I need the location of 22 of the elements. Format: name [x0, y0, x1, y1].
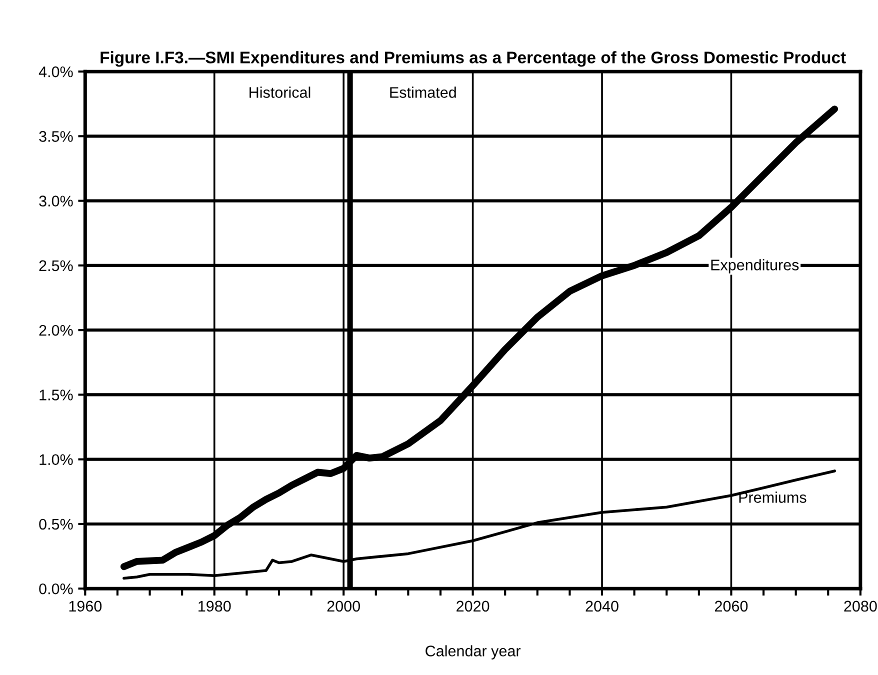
annotation: Estimated — [390, 86, 456, 98]
series-label: Premiums — [739, 492, 806, 503]
y-tick-label: 2.5% — [39, 260, 73, 272]
y-tick-label: 4.0% — [38, 66, 73, 78]
x-tick-label: 2040 — [586, 600, 618, 612]
y-tick-label: 2.0% — [39, 324, 73, 336]
x-tick-label: 2020 — [456, 600, 490, 612]
y-tick-label: 1.0% — [40, 454, 73, 466]
annotation: Historical — [250, 86, 310, 98]
x-tick-label: 1960 — [69, 600, 102, 612]
x-axis-title: Calendar year — [426, 645, 521, 660]
y-tick-label: 0.0% — [39, 583, 73, 594]
y-tick-label: 3.5% — [39, 131, 73, 142]
series-label: Expenditures — [711, 259, 799, 274]
x-tick-label: 1980 — [198, 600, 231, 612]
x-tick-label: 2000 — [327, 600, 360, 612]
chart-title: Figure I.F3.—SMI Expenditures and Premiums as a Percentage of the Gross Domestic Product — [100, 51, 846, 67]
y-tick-label: 1.5% — [40, 390, 73, 400]
y-tick-label: 3.0% — [39, 196, 73, 206]
x-tick-label: 2080 — [844, 600, 877, 612]
x-tick-label: 2060 — [715, 600, 748, 612]
y-tick-label: 0.5% — [39, 518, 73, 530]
